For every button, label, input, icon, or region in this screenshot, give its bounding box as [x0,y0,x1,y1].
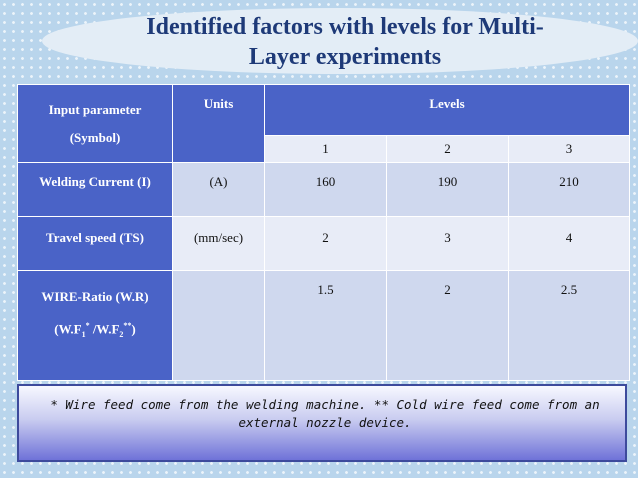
row-param-line1: WIRE-Ratio (W.R) [41,289,149,304]
header-input-parameter: Input parameter (Symbol) [17,84,173,163]
row-level-1: 160 [264,162,387,217]
row-units: (A) [172,162,265,217]
row-level-2: 2 [386,270,509,381]
factors-table: Input parameter (Symbol) Units Levels 1 … [17,84,631,381]
header-param-line1: Input parameter [48,102,142,117]
table-row: Travel speed (TS) (mm/sec) 2 3 4 [17,216,631,271]
header-param-line2: (Symbol) [69,130,121,145]
footnote-text: * Wire feed come from the welding machin… [50,397,600,430]
row-param: Travel speed (TS) [17,216,173,271]
level-number-3: 3 [507,135,631,163]
header-levels: Levels [263,84,631,136]
row-level-3: 210 [507,162,631,217]
title-line-1: Identified factors with levels for Multi… [146,14,544,40]
row-level-3: 2.5 [507,270,631,381]
row-level-3: 4 [507,216,631,271]
header-units: Units [172,84,265,163]
row-level-2: 3 [386,216,509,271]
row-level-1: 2 [264,216,387,271]
row-units: (mm/sec) [172,216,265,271]
row-param: WIRE-Ratio (W.R) (W.F1* /W.F2**) [17,270,173,381]
title-line-2: Layer experiments [248,44,442,70]
table-row: Welding Current (I) (A) 160 190 210 [17,162,631,217]
row-level-2: 190 [386,162,509,217]
table-row: WIRE-Ratio (W.R) (W.F1* /W.F2**) 1.5 2 2… [17,270,631,381]
slide-title: Identified factors with levels for Multi… [95,12,595,72]
row-units [172,270,265,381]
row-level-1: 1.5 [264,270,387,381]
footnote-box: * Wire feed come from the welding machin… [17,384,627,462]
row-param-line2: (W.F1* /W.F2**) [54,321,136,339]
row-param: Welding Current (I) [17,162,173,217]
level-number-2: 2 [386,135,509,163]
level-number-1: 1 [264,135,387,163]
title-oval [42,8,638,74]
